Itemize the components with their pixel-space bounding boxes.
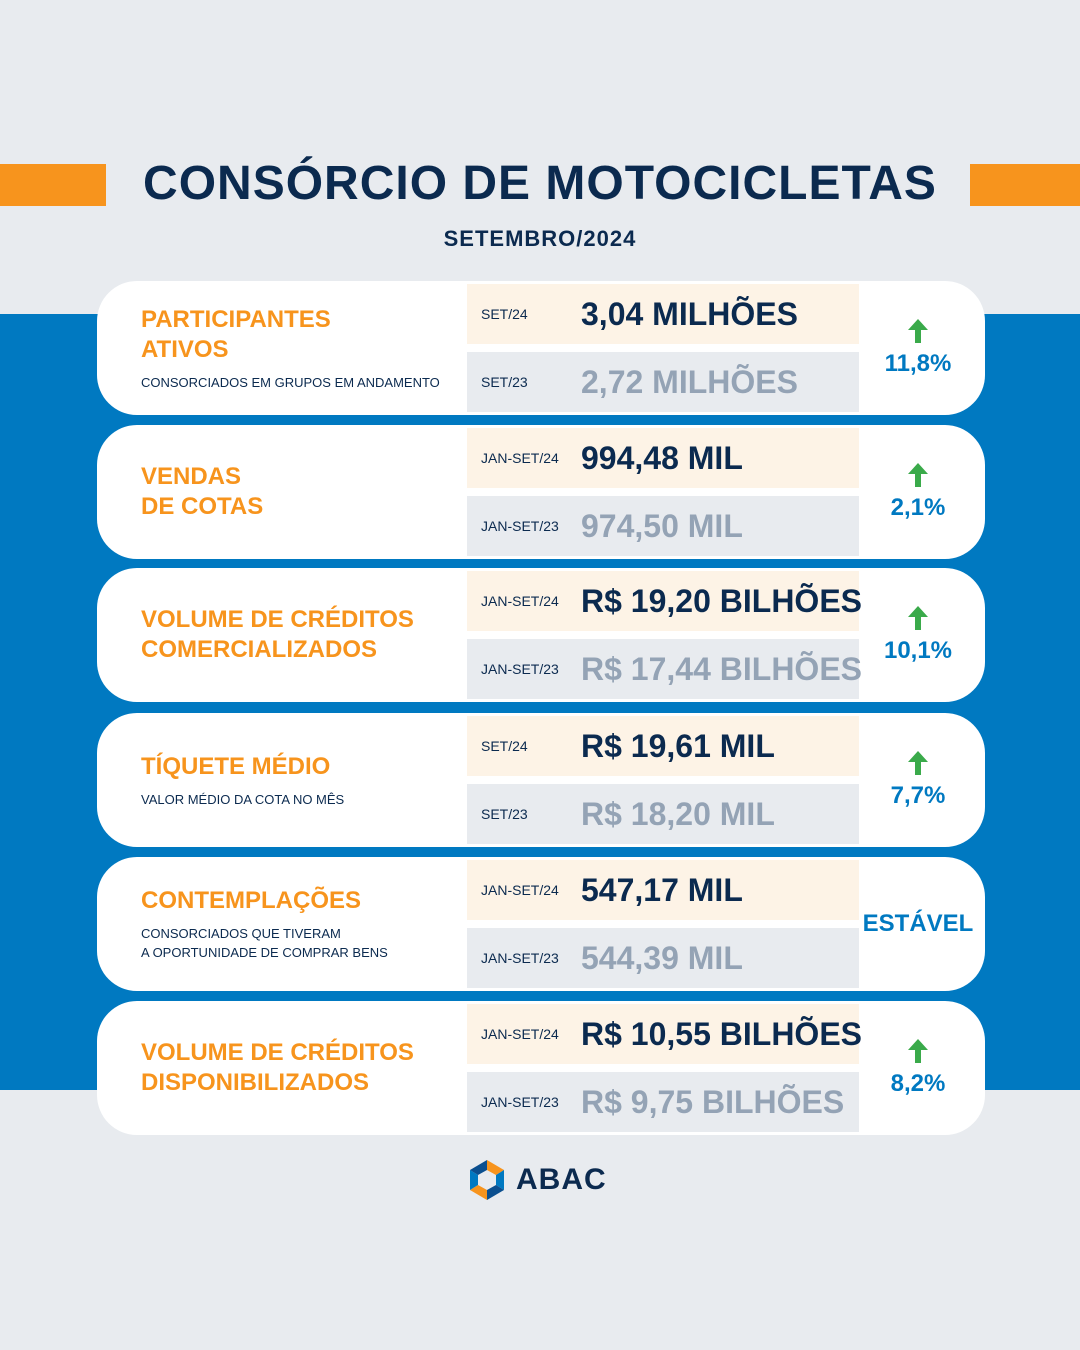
stat-card-tiquete-medio: TÍQUETE MÉDIO VALOR MÉDIO DA COTA NO MÊS… [97,713,985,847]
card-title: VOLUME DE CRÉDITOS COMERCIALIZADOS [141,606,414,663]
previous-period-row: JAN-SET/23 R$ 9,75 BILHÕES [467,1072,859,1132]
period-label: JAN-SET/23 [481,518,559,534]
current-period-row: SET/24 R$ 19,61 MIL [467,716,859,776]
period-label: JAN-SET/24 [481,1026,559,1042]
current-value: R$ 10,55 BILHÕES [581,1016,862,1052]
change-value: ESTÁVEL [862,910,974,937]
card-label: TÍQUETE MÉDIO VALOR MÉDIO DA COTA NO MÊS [141,713,461,847]
period-label: SET/23 [481,806,528,822]
stat-card-volume-disponibilizados: VOLUME DE CRÉDITOS DISPONIBILIZADOS JAN-… [97,1001,985,1135]
current-period-row: JAN-SET/24 R$ 19,20 BILHÕES [467,571,862,631]
arrow-up-icon [908,319,928,343]
arrow-up-icon [908,1039,928,1063]
period-label: JAN-SET/24 [481,882,559,898]
card-label: PARTICIPANTES ATIVOS CONSORCIADOS EM GRU… [141,281,461,415]
previous-period-row: JAN-SET/23 974,50 MIL [467,496,859,556]
change-indicator: 11,8% [863,281,973,415]
card-label: CONTEMPLAÇÕES CONSORCIADOS QUE TIVERAM A… [141,857,461,991]
card-title: VOLUME DE CRÉDITOS DISPONIBILIZADOS [141,1039,414,1096]
current-period-row: SET/24 3,04 MILHÕES [467,284,859,344]
card-title: VENDAS DE COTAS [141,463,264,520]
card-title: CONTEMPLAÇÕES [141,887,362,914]
orange-accent-bar-right [970,164,1080,206]
current-value: R$ 19,20 BILHÕES [581,583,862,619]
card-label: VOLUME DE CRÉDITOS COMERCIALIZADOS [141,568,461,702]
card-title: PARTICIPANTES ATIVOS [141,305,331,363]
orange-accent-bar-left [0,164,106,206]
current-value: 994,48 MIL [581,440,743,476]
previous-value: 974,50 MIL [581,508,743,544]
stat-card-volume-comercializados: VOLUME DE CRÉDITOS COMERCIALIZADOS JAN-S… [97,568,985,702]
previous-value: R$ 17,44 BILHÕES [581,651,862,687]
period-label: SET/23 [481,374,528,390]
change-value: 11,8% [884,350,952,377]
stat-card-contemplacoes: CONTEMPLAÇÕES CONSORCIADOS QUE TIVERAM A… [97,857,985,991]
period-label: JAN-SET/24 [481,450,559,466]
change-indicator: 2,1% [863,425,973,559]
change-indicator: 10,1% [863,568,973,702]
previous-period-row: JAN-SET/23 544,39 MIL [467,928,859,988]
previous-value: R$ 9,75 BILHÕES [581,1084,845,1120]
abac-logo-icon [470,1160,504,1200]
change-indicator: 8,2% [863,1001,973,1135]
previous-value: R$ 18,20 MIL [581,796,775,832]
period-label: JAN-SET/24 [481,593,559,609]
previous-value: 544,39 MIL [581,940,743,976]
stat-card-participantes: PARTICIPANTES ATIVOS CONSORCIADOS EM GRU… [97,281,985,415]
current-value: R$ 19,61 MIL [581,728,775,764]
logo-text: ABAC [516,1163,607,1196]
previous-value: 2,72 MILHÕES [581,364,798,400]
current-value: 3,04 MILHÕES [581,296,798,332]
card-description: CONSORCIADOS QUE TIVERAM A OPORTUNIDADE … [141,926,388,960]
arrow-up-icon [908,751,928,775]
page-title: CONSÓRCIO DE MOTOCICLETAS [143,157,937,210]
change-value: 7,7% [890,782,946,809]
stat-card-vendas-cotas: VENDAS DE COTAS JAN-SET/24 994,48 MIL JA… [97,425,985,559]
period-label: JAN-SET/23 [481,661,559,677]
period-label: SET/24 [481,738,528,754]
page-subtitle: SETEMBRO/2024 [443,226,637,251]
change-value: 2,1% [890,494,946,521]
change-indicator: ESTÁVEL [862,857,974,991]
arrow-up-icon [908,463,928,487]
card-description: CONSORCIADOS EM GRUPOS EM ANDAMENTO [141,374,440,390]
change-value: 10,1% [883,637,953,664]
period-label: SET/24 [481,306,528,322]
abac-logo: ABAC [466,1158,607,1202]
change-value: 8,2% [890,1070,946,1097]
current-period-row: JAN-SET/24 R$ 10,55 BILHÕES [467,1004,862,1064]
card-title: TÍQUETE MÉDIO [141,752,331,780]
previous-period-row: JAN-SET/23 R$ 17,44 BILHÕES [467,639,862,699]
period-label: JAN-SET/23 [481,1094,559,1110]
card-label: VENDAS DE COTAS [141,425,461,559]
change-indicator: 7,7% [863,713,973,847]
current-value: 547,17 MIL [581,872,743,908]
current-period-row: JAN-SET/24 547,17 MIL [467,860,859,920]
period-label: JAN-SET/23 [481,950,559,966]
card-label: VOLUME DE CRÉDITOS DISPONIBILIZADOS [141,1001,461,1135]
card-description: VALOR MÉDIO DA COTA NO MÊS [141,791,345,807]
previous-period-row: SET/23 R$ 18,20 MIL [467,784,859,844]
arrow-up-icon [908,606,928,630]
previous-period-row: SET/23 2,72 MILHÕES [467,352,859,412]
current-period-row: JAN-SET/24 994,48 MIL [467,428,859,488]
